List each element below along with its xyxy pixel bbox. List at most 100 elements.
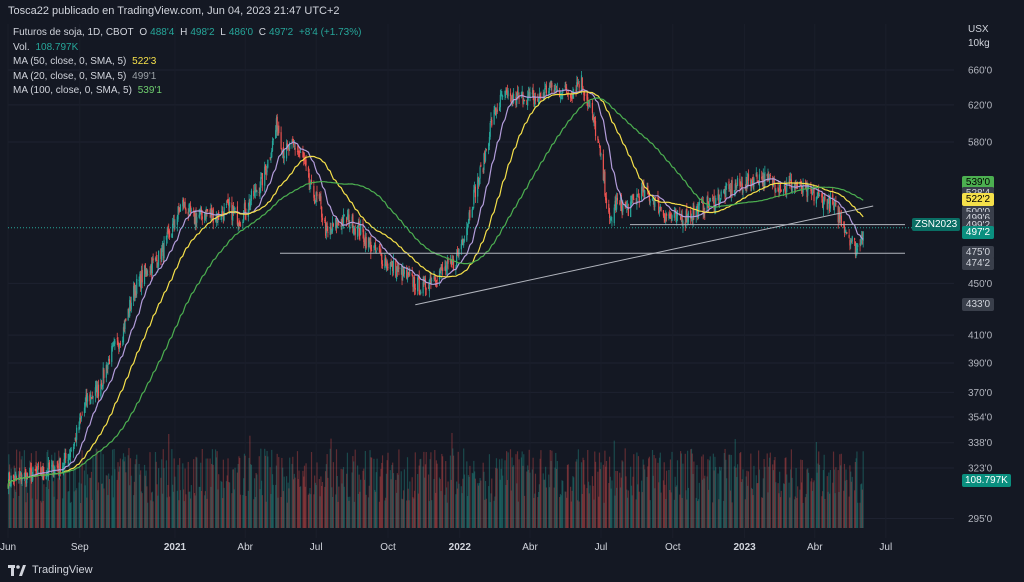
volume-bar	[785, 457, 787, 528]
candle-body	[26, 473, 29, 477]
volume-bar	[591, 476, 594, 528]
symbol-title[interactable]: Futuros de soja, 1D, CBOT	[13, 27, 134, 38]
volume-bar	[402, 499, 404, 528]
legend-ma50-row[interactable]: MA (50, close, 0, SMA, 5) 522'3	[13, 55, 364, 70]
candle-body	[417, 277, 420, 279]
candle-body	[537, 98, 539, 102]
drawings[interactable]	[8, 205, 954, 306]
volume-bar	[155, 461, 157, 528]
volume-bar	[424, 464, 427, 528]
candle-body	[463, 239, 466, 242]
volume-bar	[8, 464, 11, 528]
volume-bar	[500, 468, 502, 528]
candle-body	[271, 140, 274, 152]
volume-bar	[702, 454, 704, 528]
candle-body	[363, 234, 365, 243]
candle-body	[570, 96, 572, 98]
candle-body	[363, 241, 366, 245]
candle-body	[602, 154, 604, 181]
candle-body	[720, 191, 722, 197]
candle-body	[626, 204, 628, 208]
volume-bar	[125, 472, 127, 528]
candle-body	[619, 202, 621, 204]
volume-bar	[478, 483, 480, 528]
candle-body	[395, 259, 397, 277]
volume-bar	[209, 458, 211, 528]
legend-ma20-row[interactable]: MA (20, close, 0, SMA, 5) 499'1	[13, 70, 364, 85]
candle-body	[670, 213, 672, 219]
volume-bar	[676, 460, 679, 528]
volume-bar	[439, 479, 441, 528]
candle-body	[129, 300, 132, 308]
volume-bar	[685, 490, 687, 528]
candle-body	[477, 177, 479, 197]
candle-body	[577, 82, 579, 84]
volume-bar	[779, 471, 781, 528]
tradingview-logo[interactable]: TradingView	[8, 564, 93, 576]
volume-bar	[35, 451, 37, 528]
candle-body	[147, 274, 149, 275]
volume-bar	[36, 499, 38, 528]
volume-bar	[755, 475, 757, 528]
volume-bar	[861, 489, 864, 528]
candle-body	[424, 278, 427, 290]
volume-bar	[362, 470, 364, 528]
candle-body	[329, 227, 331, 235]
legend-ma100-row[interactable]: MA (100, close, 0, SMA, 5) 539'1	[13, 84, 364, 99]
candle-body	[445, 265, 447, 272]
volume-bar	[566, 497, 568, 528]
volume-bar	[193, 492, 196, 528]
volume-bar	[386, 460, 388, 528]
volume-bar	[144, 475, 146, 528]
x-tick-label: Oct	[380, 542, 396, 553]
volume-bar	[119, 458, 121, 528]
volume-bar	[517, 501, 519, 528]
candle-body	[696, 205, 698, 209]
candle-body	[187, 211, 189, 215]
volume-bar	[78, 482, 80, 528]
volume-bar	[824, 498, 826, 528]
price-axis[interactable]: 660'0620'0580'0450'0410'0390'0370'0354'0…	[968, 66, 993, 525]
volume-bar	[283, 476, 285, 528]
volume-bar	[611, 480, 613, 528]
candle-body	[523, 100, 525, 105]
volume-bar	[157, 468, 160, 528]
ma50-line	[7, 91, 864, 489]
candle-body	[807, 186, 810, 188]
legend-volume-row[interactable]: Vol. 108.797K	[13, 41, 364, 56]
volume-bar	[436, 463, 438, 528]
candle-body	[778, 191, 780, 193]
volume-bar	[174, 476, 176, 528]
volume-bar	[111, 449, 114, 528]
volume-bar	[496, 468, 498, 528]
candle-body	[791, 188, 793, 193]
open-label: O	[139, 27, 148, 38]
candle-body	[626, 204, 629, 207]
price-tag: 539'0	[962, 175, 994, 189]
candle-body	[731, 180, 733, 195]
candle-body	[472, 206, 474, 210]
volume-bar	[200, 490, 203, 528]
volume-bar	[488, 454, 491, 528]
candle-body	[276, 116, 278, 131]
candle-body	[285, 143, 288, 159]
volume-bar	[151, 491, 153, 528]
candle-body	[267, 159, 269, 168]
volume-bar	[823, 454, 825, 528]
candle-body	[18, 474, 20, 480]
volume-bar	[651, 450, 654, 528]
candle-body	[438, 270, 441, 280]
x-tick-label: 2022	[449, 542, 472, 553]
candle-body	[402, 267, 404, 278]
candle-body	[466, 223, 469, 230]
candle-body	[608, 212, 611, 219]
volume-bar	[757, 483, 759, 528]
candle-body	[855, 249, 857, 256]
time-axis[interactable]: Jun Sep 2021 Abr Jul Oct 2022 Abr Jul Oct 2023 Abr J…	[0, 542, 892, 553]
chart-legend: Futuros de soja, 1D, CBOT O 488'4 H 498'2 …	[13, 26, 364, 99]
volume-bar	[709, 456, 711, 528]
axis-unit-currency: USX	[968, 24, 989, 35]
candle-body	[408, 271, 410, 276]
ma100-value: 539'1	[137, 85, 162, 96]
